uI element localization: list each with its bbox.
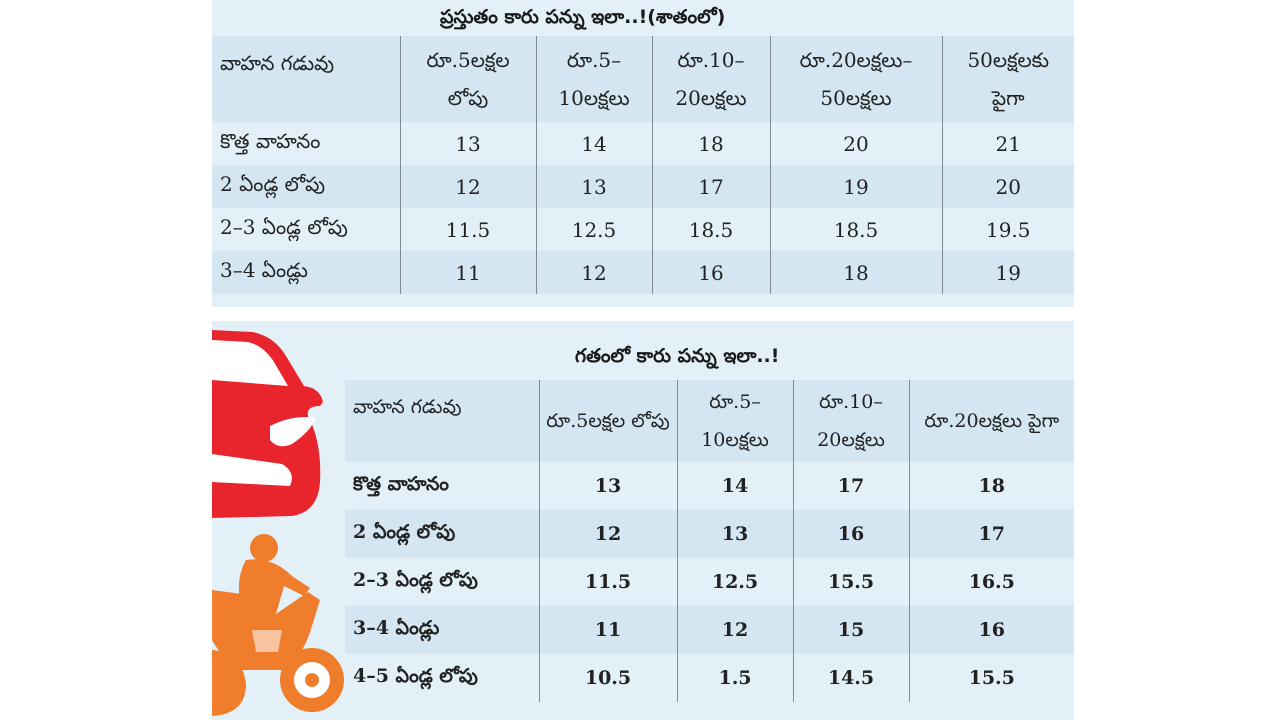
table-cell: 19 [769,165,942,208]
table-row: 2 ఏండ్ల లోపు 12 13 17 19 20 [212,165,1074,208]
table-cell: 12 [676,606,793,654]
table-row: కొత్త వాహనం 13 14 18 20 21 [212,122,1074,165]
table-cell: 21 [941,122,1074,165]
table-cell: 11 [538,606,677,654]
table-cell: 1.5 [676,654,793,702]
table-cell: 19 [941,251,1074,294]
table-cell: 11.5 [399,208,536,251]
previous-tax-title: గతంలో కారు పన్ను ఇలా..! [575,345,780,367]
table-header-row: వాహన గడువు రూ.5లక్షల లోపు రూ.5–10లక్షలు … [212,36,1074,122]
row-label: 2 ఏండ్ల లోపు [212,165,400,208]
column-header: వాహన గడువు [212,36,400,122]
column-header: రూ.20లక్షలు–50లక్షలు [769,36,942,122]
car-illustration [212,330,323,518]
section-divider [212,307,1074,321]
table-cell: 18 [908,462,1074,510]
column-header: 50లక్షలకు పైగా [941,36,1074,122]
table-cell: 16 [651,251,770,294]
table-header-row: వాహన గడువు రూ.5లక్షల లోపు రూ.5–10లక్షలు … [345,380,1074,462]
table-cell: 17 [792,462,909,510]
table-cell: 18 [651,122,770,165]
table-cell: 12 [538,510,677,558]
table-cell: 12 [399,165,536,208]
table-cell: 17 [908,510,1074,558]
column-header: వాహన గడువు [345,380,539,462]
table-row: 2–3 ఏండ్ల లోపు 11.5 12.5 18.5 18.5 19.5 [212,208,1074,251]
table-cell: 16 [792,510,909,558]
table-cell: 19.5 [941,208,1074,251]
table-row: కొత్త వాహనం 13 14 17 18 [345,462,1074,510]
table-cell: 13 [399,122,536,165]
table-cell: 13 [538,462,677,510]
table-cell: 13 [535,165,652,208]
column-header: రూ.10–20లక్షలు [792,380,909,462]
table-cell: 11.5 [538,558,677,606]
table-cell: 14 [535,122,652,165]
table-cell: 15.5 [908,654,1074,702]
row-label: కొత్త వాహనం [353,472,449,495]
front-wheel-axle-shape [305,673,319,687]
engine-detail-shape [252,630,282,652]
table-cell: 16.5 [908,558,1074,606]
table-cell: 16 [908,606,1074,654]
table-row: 3–4 ఏండ్లు 11 12 15 16 [345,606,1074,654]
table-cell: 18.5 [769,208,942,251]
column-header: రూ.20లక్షలు పైగా [908,380,1074,462]
table-cell: 15 [792,606,909,654]
row-label: 2 ఏండ్ల లోపు [345,510,539,558]
table-cell: 20 [941,165,1074,208]
table-cell: 17 [651,165,770,208]
row-label: 3–4 ఏండ్లు [345,606,539,654]
table-cell: 13 [676,510,793,558]
car-grille-shape [212,454,292,486]
table-row: 2 ఏండ్ల లోపు 12 13 16 17 [345,510,1074,558]
rear-wheel-shape [212,650,246,716]
current-tax-table: వాహన గడువు రూ.5లక్షల లోపు రూ.5–10లక్షలు … [212,36,1074,294]
row-label: 2–3 ఏండ్ల లోపు [220,215,348,239]
table-cell: 10.5 [538,654,677,702]
table-cell: 15.5 [792,558,909,606]
table-cell: 18 [769,251,942,294]
car-headlight-shape [270,417,316,447]
table-row: 2–3 ఏండ్ల లోపు 11.5 12.5 15.5 16.5 [345,558,1074,606]
table-cell: 12 [535,251,652,294]
table-cell: 18.5 [651,208,770,251]
car-windshield-shape [212,340,288,386]
column-header: రూ.5–10లక్షలు [535,36,652,122]
table-cell: 11 [399,251,536,294]
row-label: 4–5 ఏండ్ల లోపు [353,664,478,687]
table-row: 3–4 ఏండ్లు 11 12 16 18 19 [212,251,1074,294]
row-label: కొత్త వాహనం [220,129,321,153]
table-cell: 20 [769,122,942,165]
column-header: రూ.5లక్షల లోపు [399,36,536,122]
column-header: రూ.5–10లక్షలు [676,380,793,462]
table-cell: 14 [676,462,793,510]
column-header: రూ.5లక్షల లోపు [538,380,677,462]
table-cell: 12.5 [676,558,793,606]
table-cell: 14.5 [792,654,909,702]
row-label: 2–3 ఏండ్ల లోపు [353,568,478,591]
rider-helmet-shape [250,534,278,562]
previous-tax-table: వాహన గడువు రూ.5లక్షల లోపు రూ.5–10లక్షలు … [345,380,1074,702]
column-header: రూ.10–20లక్షలు [651,36,770,122]
row-label: 3–4 ఏండ్లు [212,251,400,294]
table-row: 4–5 ఏండ్ల లోపు 10.5 1.5 14.5 15.5 [345,654,1074,702]
current-tax-title: ప్రస్తుతం కారు పన్ను ఇలా..!(శాతంలో) [440,6,726,28]
table-cell: 12.5 [535,208,652,251]
motorcycle-rider-illustration [212,534,344,716]
